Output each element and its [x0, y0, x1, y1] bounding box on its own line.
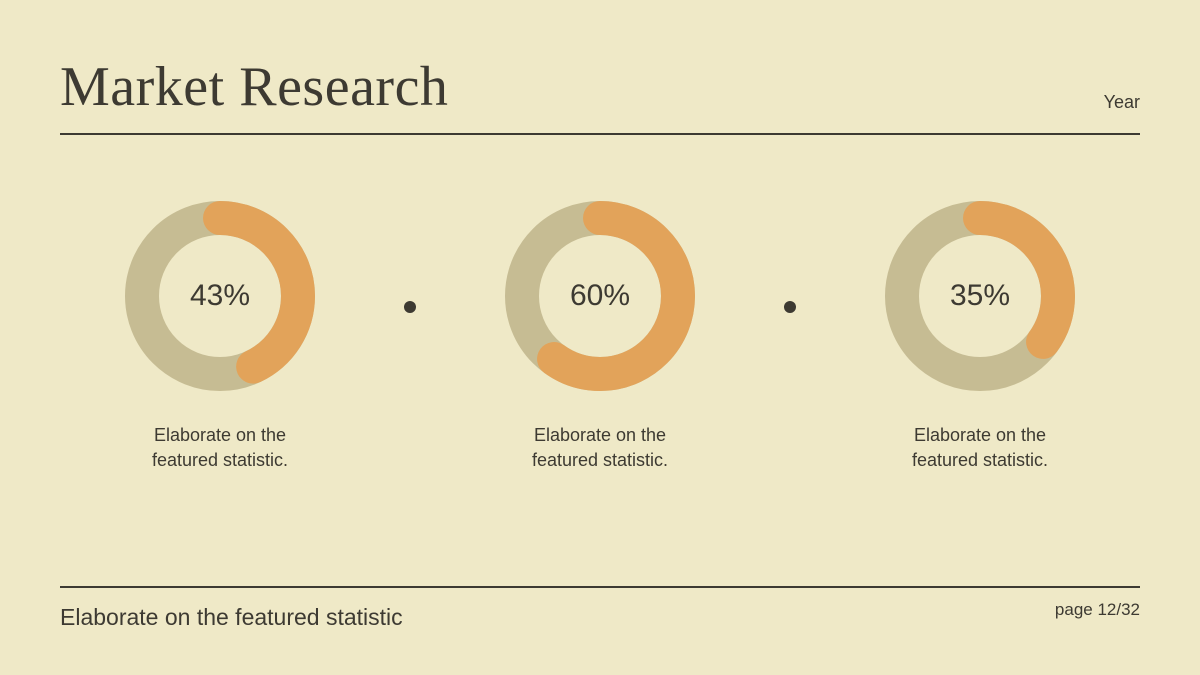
footer-row: Elaborate on the featured statistic page…	[60, 604, 1140, 631]
chart-block-3: 35% Elaborate on the featured statistic.	[840, 201, 1120, 473]
chart-block-2: 60% Elaborate on the featured statistic.	[460, 201, 740, 473]
donut-value-1: 43%	[125, 201, 315, 391]
donut-chart-3: 35%	[885, 201, 1075, 391]
divider-top	[60, 133, 1140, 135]
separator-dot-1	[404, 301, 416, 313]
separator-dot-2	[784, 301, 796, 313]
charts-row: 43% Elaborate on the featured statistic.…	[60, 201, 1140, 473]
chart-caption-3: Elaborate on the featured statistic.	[880, 423, 1080, 473]
donut-chart-1: 43%	[125, 201, 315, 391]
header-row: Market Research Year	[60, 55, 1140, 119]
footer: Elaborate on the featured statistic page…	[60, 586, 1140, 631]
footer-text: Elaborate on the featured statistic	[60, 604, 403, 631]
page-number: page 12/32	[1055, 600, 1140, 620]
donut-value-3: 35%	[885, 201, 1075, 391]
chart-block-1: 43% Elaborate on the featured statistic.	[80, 201, 360, 473]
divider-bottom	[60, 586, 1140, 588]
chart-caption-2: Elaborate on the featured statistic.	[500, 423, 700, 473]
chart-caption-1: Elaborate on the featured statistic.	[120, 423, 320, 473]
donut-chart-2: 60%	[505, 201, 695, 391]
donut-value-2: 60%	[505, 201, 695, 391]
slide: Market Research Year 43% Elaborate on th…	[0, 0, 1200, 675]
page-title: Market Research	[60, 55, 448, 119]
year-label: Year	[1104, 92, 1140, 119]
